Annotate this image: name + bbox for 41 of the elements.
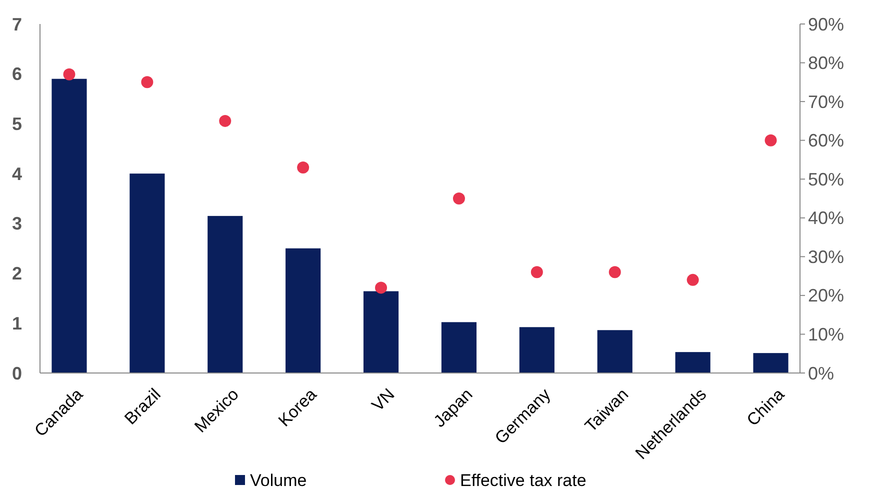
bar bbox=[519, 327, 554, 373]
y-tick-label: 5 bbox=[12, 114, 22, 134]
bar bbox=[675, 352, 710, 373]
y2-tick-label: 80% bbox=[808, 53, 844, 74]
point bbox=[530, 266, 543, 278]
point bbox=[219, 114, 232, 127]
legend-label: Effective tax rate bbox=[460, 470, 586, 490]
y2-tick-label: 60% bbox=[808, 130, 844, 151]
bar bbox=[286, 248, 321, 373]
y-tick-label: 6 bbox=[12, 64, 22, 84]
y2-tick-label: 90% bbox=[808, 14, 844, 34]
y-tick-label: 1 bbox=[12, 313, 22, 334]
point bbox=[452, 192, 465, 204]
point bbox=[297, 161, 310, 174]
y2-tick-label: 0% bbox=[808, 363, 834, 384]
y2-tick-label: 10% bbox=[808, 324, 844, 345]
bar bbox=[52, 78, 87, 373]
point bbox=[764, 134, 777, 146]
y2-tick-label: 40% bbox=[808, 208, 844, 228]
y2-tick-label: 70% bbox=[808, 92, 844, 112]
y-tick-label: 0 bbox=[12, 363, 22, 384]
y2-tick-label: 20% bbox=[808, 286, 844, 306]
bar bbox=[208, 216, 243, 373]
y-tick-label: 7 bbox=[12, 14, 22, 34]
bar bbox=[597, 330, 632, 373]
bar bbox=[753, 353, 788, 373]
point bbox=[608, 266, 621, 278]
point bbox=[141, 76, 154, 88]
point bbox=[686, 274, 699, 286]
legend-label: Volume bbox=[250, 470, 307, 490]
point bbox=[63, 68, 76, 80]
y-tick-label: 2 bbox=[12, 264, 22, 284]
y-tick-label: 4 bbox=[12, 164, 22, 184]
bar bbox=[363, 291, 399, 373]
point bbox=[375, 282, 388, 294]
bar bbox=[441, 322, 477, 373]
y2-tick-label: 30% bbox=[808, 246, 844, 267]
x-tick-label: VN bbox=[368, 384, 398, 415]
bar bbox=[130, 174, 165, 373]
y-tick-label: 3 bbox=[12, 214, 22, 234]
y2-tick-label: 50% bbox=[808, 169, 844, 190]
